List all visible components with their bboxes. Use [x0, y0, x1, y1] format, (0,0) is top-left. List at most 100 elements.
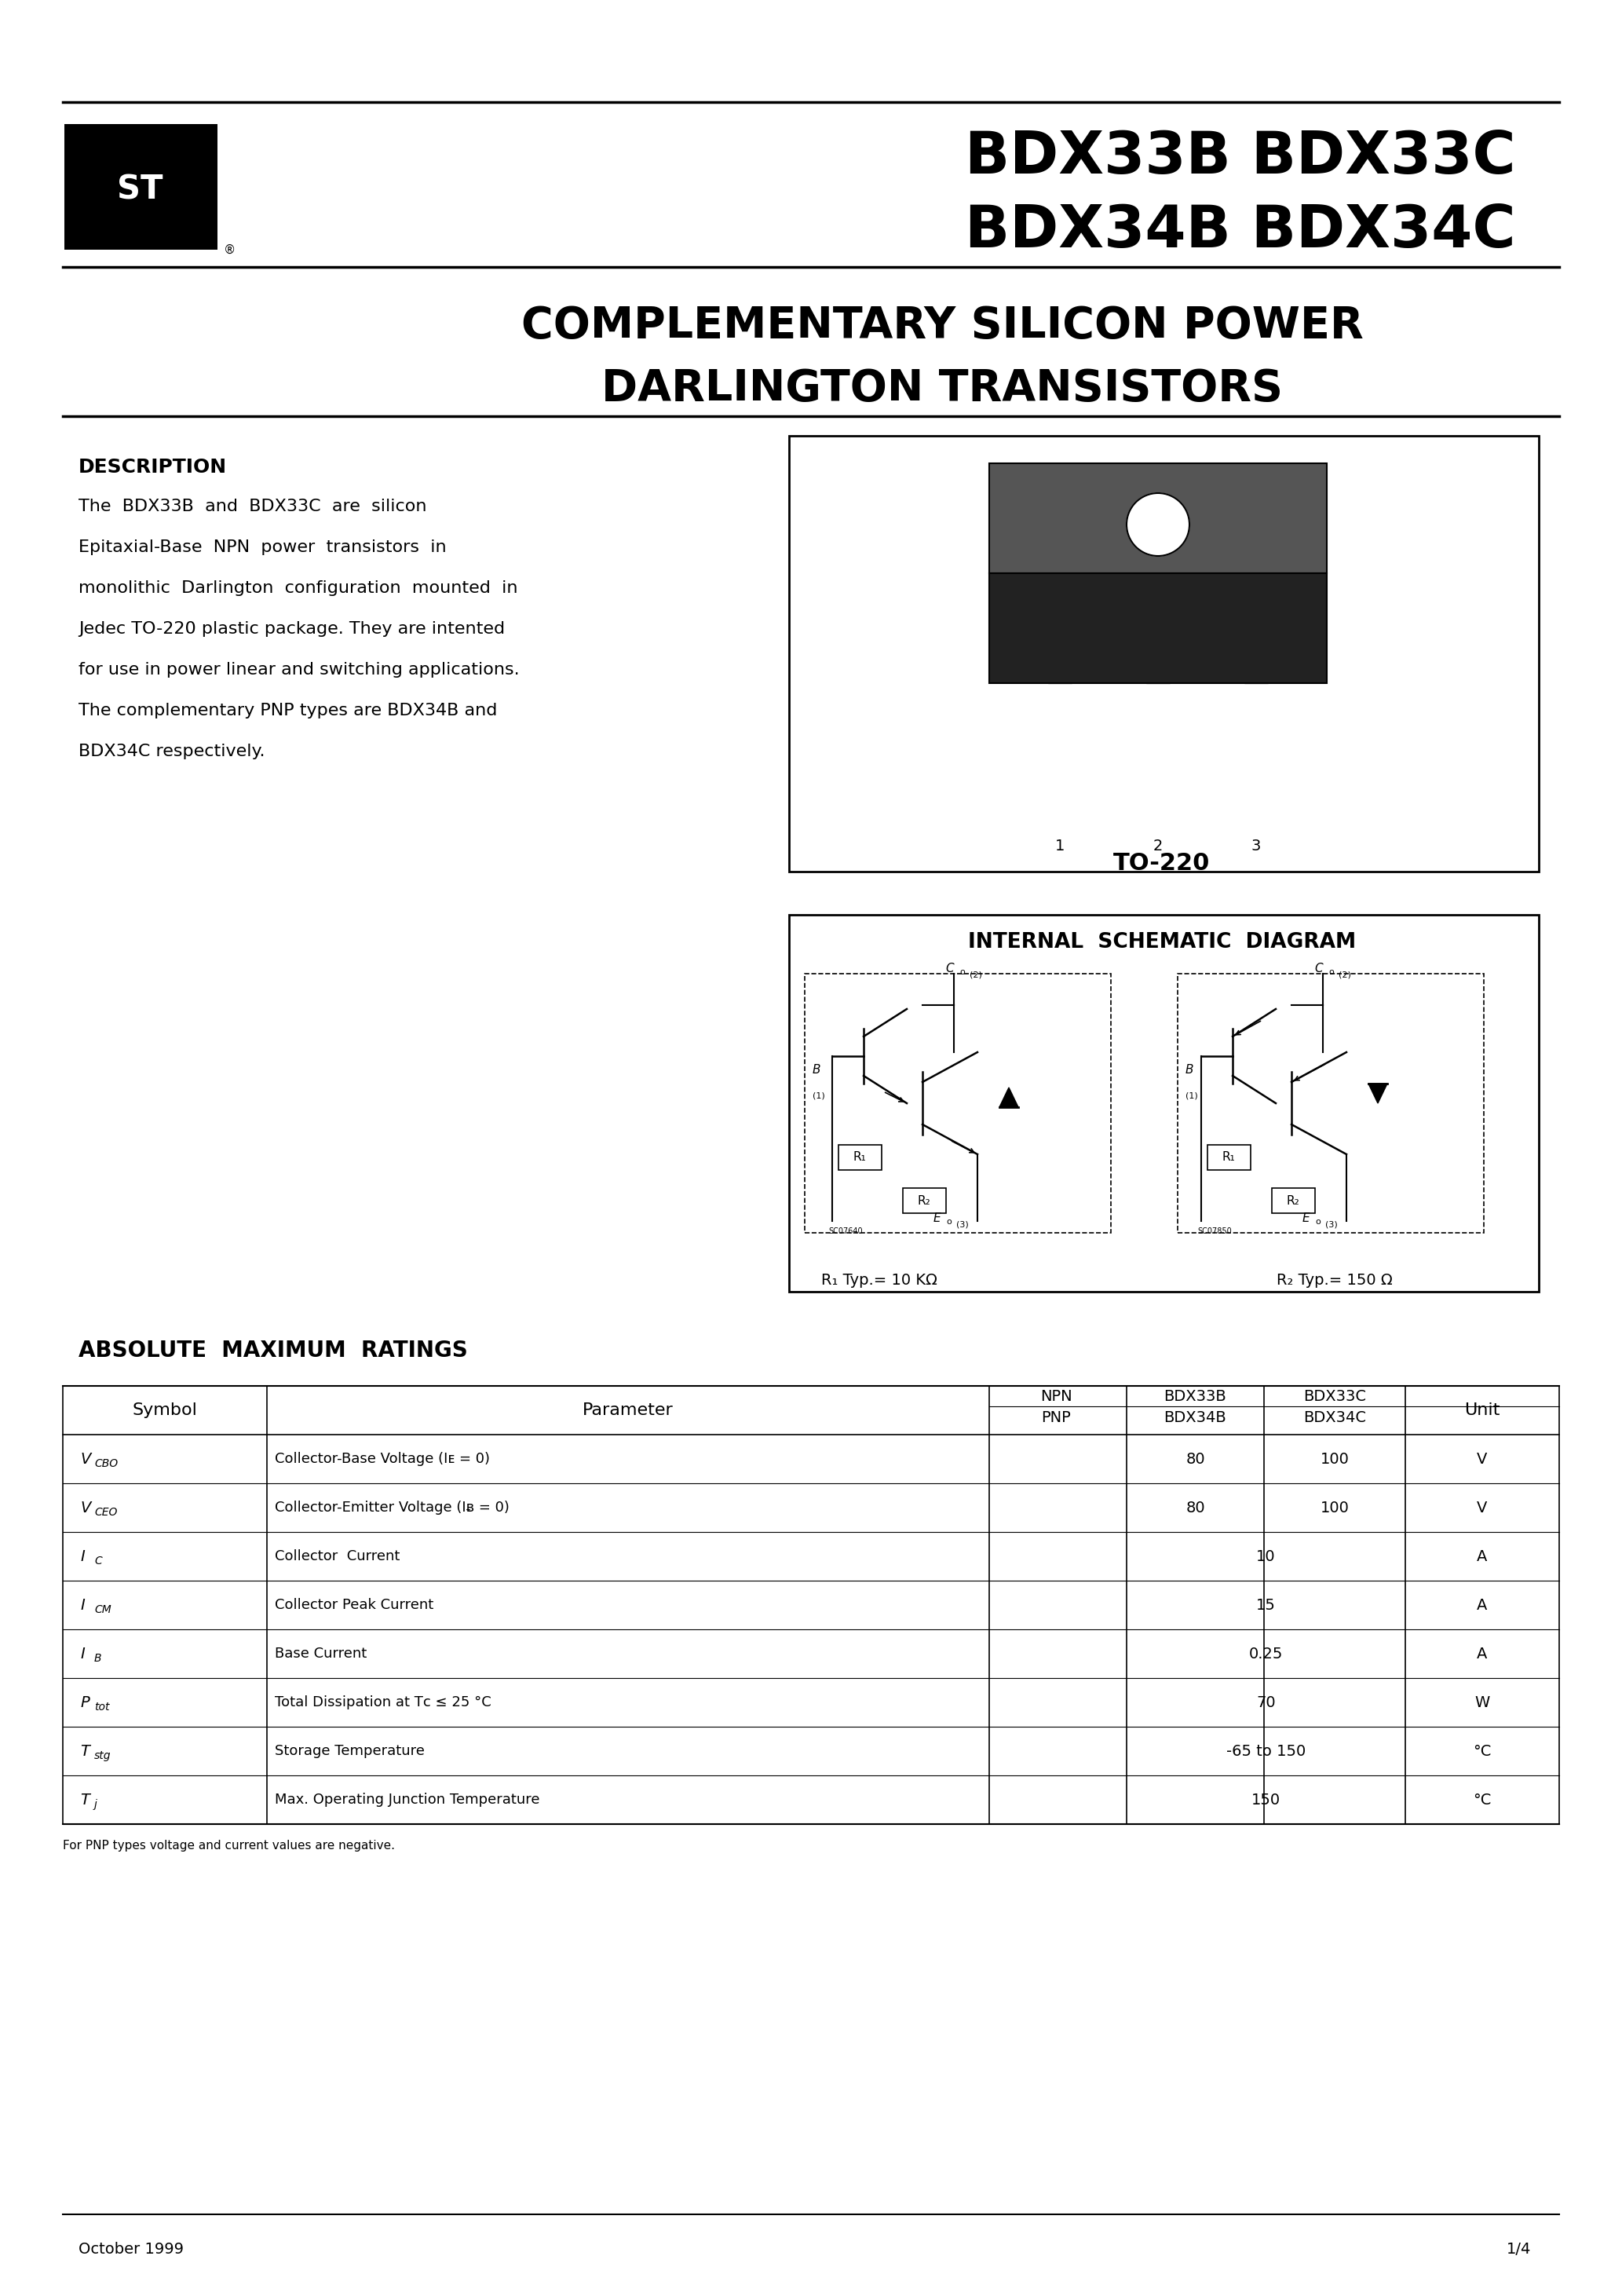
Text: Storage Temperature: Storage Temperature [274, 1745, 425, 1759]
Text: B: B [94, 1653, 102, 1665]
Bar [1244, 537, 1268, 684]
Text: E: E [1302, 1212, 1309, 1224]
Bar [1272, 1187, 1315, 1212]
Text: T: T [79, 1793, 89, 1807]
Text: Base Current: Base Current [274, 1646, 367, 1660]
Text: SC07850: SC07850 [1197, 1228, 1231, 1235]
Text: monolithic  Darlington  configuration  mounted  in: monolithic Darlington configuration moun… [78, 581, 517, 597]
Text: 80: 80 [1186, 1451, 1205, 1467]
Text: R₁: R₁ [1221, 1153, 1236, 1164]
Text: o: o [946, 1217, 952, 1226]
Polygon shape [989, 482, 1327, 574]
Text: Parameter: Parameter [582, 1403, 673, 1419]
Text: (2): (2) [1338, 971, 1351, 978]
Text: R₁: R₁ [853, 1153, 866, 1164]
Text: for use in power linear and switching applications.: for use in power linear and switching ap… [78, 661, 519, 677]
Text: ST: ST [117, 174, 162, 207]
Bar [805, 974, 1111, 1233]
Bar [788, 914, 1539, 1293]
Text: R₂: R₂ [1286, 1194, 1299, 1205]
Bar [989, 464, 1327, 574]
Text: V: V [1478, 1451, 1487, 1467]
Text: °C: °C [1473, 1743, 1492, 1759]
Text: NPN: NPN [1040, 1389, 1072, 1403]
Text: October 1999: October 1999 [78, 2243, 183, 2257]
Text: BDX33B: BDX33B [1165, 1389, 1226, 1403]
Bar [65, 124, 217, 250]
Text: 0.25: 0.25 [1249, 1646, 1283, 1660]
Bar [1147, 537, 1169, 684]
Bar [839, 1146, 882, 1171]
Text: °C: °C [1473, 1793, 1492, 1807]
Text: stg: stg [94, 1750, 110, 1761]
Text: Total Dissipation at Tᴄ ≤ 25 °C: Total Dissipation at Tᴄ ≤ 25 °C [274, 1694, 491, 1711]
Text: tot: tot [94, 1701, 110, 1713]
Text: B: B [1186, 1063, 1194, 1077]
Text: Max. Operating Junction Temperature: Max. Operating Junction Temperature [274, 1793, 540, 1807]
Text: R₁ Typ.= 10 KΩ: R₁ Typ.= 10 KΩ [821, 1272, 938, 1288]
Text: R₂: R₂ [918, 1194, 931, 1205]
Text: 70: 70 [1257, 1694, 1275, 1711]
Text: I: I [79, 1550, 84, 1564]
Text: T: T [79, 1743, 89, 1759]
Text: Unit: Unit [1465, 1403, 1500, 1419]
Polygon shape [1369, 1084, 1387, 1104]
Text: (3): (3) [957, 1221, 968, 1228]
Polygon shape [999, 1088, 1019, 1107]
Text: DARLINGTON TRANSISTORS: DARLINGTON TRANSISTORS [602, 367, 1283, 411]
Text: 100: 100 [1320, 1451, 1350, 1467]
Text: 1/4: 1/4 [1507, 2243, 1531, 2257]
Text: BDX33C: BDX33C [1302, 1389, 1366, 1403]
Text: A: A [1478, 1646, 1487, 1660]
Text: BDX34C respectively.: BDX34C respectively. [78, 744, 264, 760]
Text: 3: 3 [1251, 838, 1260, 854]
Text: P: P [79, 1694, 89, 1711]
Text: W: W [1474, 1694, 1491, 1711]
Bar [903, 1187, 946, 1212]
Text: o: o [1315, 1217, 1320, 1226]
Text: SC07640: SC07640 [829, 1228, 863, 1235]
Text: 15: 15 [1255, 1598, 1277, 1612]
Text: Collector-Emitter Voltage (Iᴃ = 0): Collector-Emitter Voltage (Iᴃ = 0) [274, 1502, 509, 1515]
Bar [1207, 1146, 1251, 1171]
Bar [788, 436, 1539, 872]
Text: BDX34B: BDX34B [1165, 1410, 1226, 1426]
Text: ®: ® [224, 243, 235, 255]
Text: The complementary PNP types are BDX34B and: The complementary PNP types are BDX34B a… [78, 703, 498, 719]
Text: BDX33B BDX33C: BDX33B BDX33C [965, 129, 1517, 186]
Text: ABSOLUTE  MAXIMUM  RATINGS: ABSOLUTE MAXIMUM RATINGS [78, 1339, 467, 1362]
Text: The  BDX33B  and  BDX33C  are  silicon: The BDX33B and BDX33C are silicon [78, 498, 427, 514]
Text: Collector-Base Voltage (Iᴇ = 0): Collector-Base Voltage (Iᴇ = 0) [274, 1451, 490, 1467]
Text: (2): (2) [970, 971, 981, 978]
Text: COMPLEMENTARY SILICON POWER: COMPLEMENTARY SILICON POWER [521, 305, 1362, 347]
Text: (3): (3) [1325, 1221, 1338, 1228]
Text: V: V [79, 1499, 91, 1515]
Text: CEO: CEO [94, 1506, 117, 1518]
Text: 1: 1 [1054, 838, 1064, 854]
Text: CBO: CBO [94, 1458, 118, 1469]
Text: I: I [79, 1598, 84, 1612]
Bar [989, 574, 1327, 684]
Text: 80: 80 [1186, 1499, 1205, 1515]
Circle shape [1127, 494, 1189, 556]
Text: o: o [1328, 969, 1333, 976]
Text: C: C [94, 1554, 102, 1566]
Text: V: V [79, 1451, 91, 1467]
Text: BDX34B BDX34C: BDX34B BDX34C [965, 202, 1517, 259]
Text: E: E [933, 1212, 941, 1224]
Text: (1): (1) [813, 1091, 826, 1100]
Text: Jedec TO-220 plastic package. They are intented: Jedec TO-220 plastic package. They are i… [78, 622, 504, 636]
Text: R₂ Typ.= 150 Ω: R₂ Typ.= 150 Ω [1277, 1272, 1393, 1288]
Text: -65 to 150: -65 to 150 [1226, 1743, 1306, 1759]
Text: A: A [1478, 1598, 1487, 1612]
Text: (1): (1) [1186, 1091, 1199, 1100]
Text: I: I [79, 1646, 84, 1660]
Text: A: A [1478, 1550, 1487, 1564]
Text: C: C [1314, 962, 1324, 974]
Text: C: C [946, 962, 954, 974]
Text: 2: 2 [1153, 838, 1163, 854]
Text: Symbol: Symbol [133, 1403, 198, 1419]
Text: o: o [959, 969, 965, 976]
Text: For PNP types voltage and current values are negative.: For PNP types voltage and current values… [63, 1839, 394, 1853]
Bar [1178, 974, 1484, 1233]
